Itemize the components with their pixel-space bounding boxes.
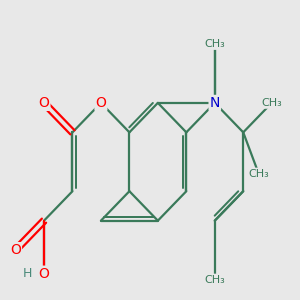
Text: O: O bbox=[95, 96, 106, 110]
Text: H: H bbox=[23, 267, 32, 280]
Text: O: O bbox=[39, 96, 50, 110]
Text: O: O bbox=[39, 267, 50, 281]
Text: CH₃: CH₃ bbox=[261, 98, 282, 108]
Text: O: O bbox=[10, 243, 21, 257]
Text: N: N bbox=[210, 96, 220, 110]
Text: CH₃: CH₃ bbox=[204, 274, 225, 285]
Text: CH₃: CH₃ bbox=[204, 39, 225, 49]
Text: CH₃: CH₃ bbox=[248, 169, 269, 178]
